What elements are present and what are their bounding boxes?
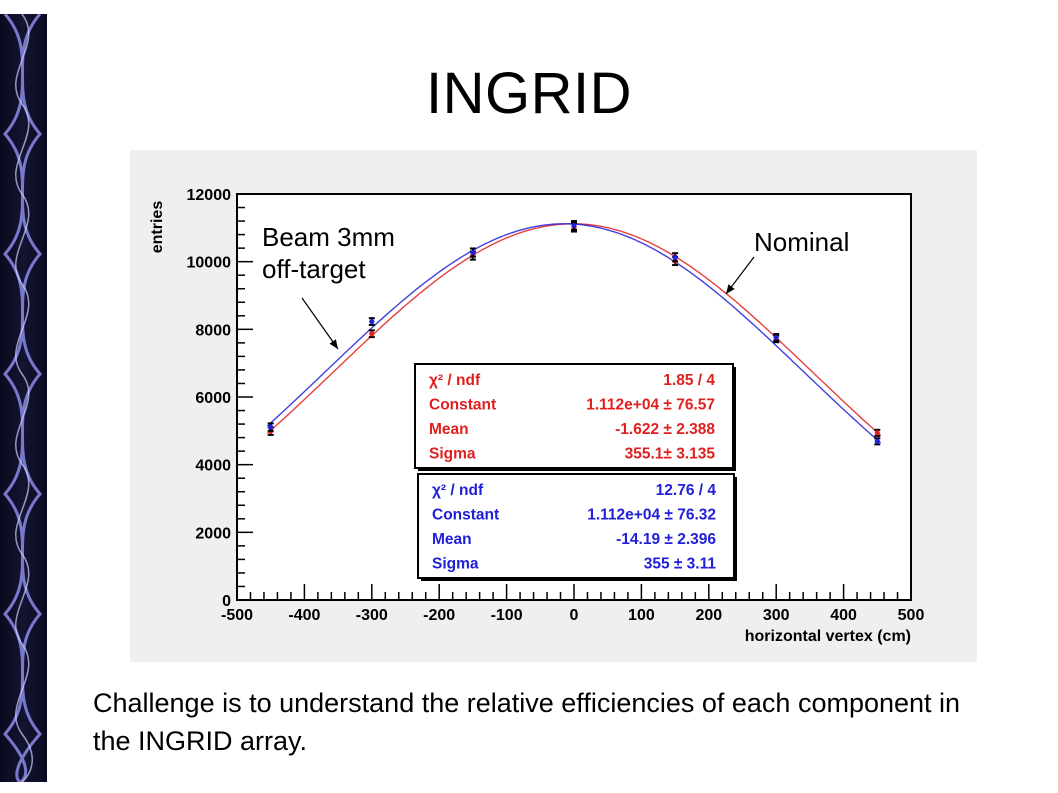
stats-row-label: Mean (429, 421, 469, 438)
chart-panel: 0 2000 4000 6000 8000 10000 12000 -500 -400 -300… (130, 150, 977, 662)
stats-box: χ² / ndf 12.76 / 4 Constant 1.112e+04 ± 76.… (417, 473, 737, 581)
annotation-arrow (329, 339, 338, 349)
decorative-side-strip (0, 14, 47, 782)
stats-row-label: Sigma (429, 446, 476, 463)
stats-row-label: Sigma (432, 556, 479, 573)
data-point (874, 437, 881, 446)
x-tick-label: -300 (356, 607, 388, 624)
x-tick-label: -200 (423, 607, 455, 624)
y-tick-label: 12000 (187, 187, 232, 204)
stats-row-value: 1.112e+04 ± 76.32 (587, 507, 716, 524)
stats-row-label: χ² / ndf (429, 372, 481, 389)
slide-body-text: Challenge is to understand the relative … (93, 688, 961, 756)
y-tick-label: 6000 (195, 390, 231, 407)
stats-row-value: -14.19 ± 2.396 (616, 531, 716, 548)
x-tick-label: 300 (763, 607, 790, 624)
data-point (773, 333, 780, 342)
x-tick-label: 100 (628, 607, 655, 624)
x-tick-label: 200 (695, 607, 722, 624)
stats-row-value: 355.1± 3.135 (625, 446, 716, 463)
stats-row-value: 355 ± 3.11 (644, 556, 717, 573)
data-point (469, 247, 476, 258)
annotation-text: Beam 3mm (262, 222, 395, 252)
x-tick-label: 0 (570, 607, 579, 624)
data-point (874, 428, 881, 437)
annotation-text: off-target (262, 254, 366, 284)
slide-title: INGRID (426, 61, 632, 126)
x-tick-label: 400 (830, 607, 857, 624)
stats-row-label: Constant (429, 397, 496, 414)
stats-row-value: 1.85 / 4 (663, 372, 715, 389)
data-point (267, 422, 274, 432)
stats-row-value: 12.76 / 4 (656, 482, 717, 499)
annotation: Nominal (725, 227, 849, 295)
stats-row-label: χ² / ndf (432, 482, 484, 499)
y-tick-label: 10000 (187, 255, 232, 272)
stats-row-value: -1.622 ± 2.388 (615, 421, 715, 438)
annotation-arrow (726, 284, 735, 294)
stats-row-value: 1.112e+04 ± 76.57 (586, 397, 715, 414)
annotation-text: Nominal (754, 227, 849, 257)
data-point (571, 220, 577, 231)
stats-row-label: Constant (432, 507, 499, 524)
x-tick-label: -500 (221, 607, 253, 624)
y-tick-label: 8000 (195, 322, 231, 339)
data-point (672, 252, 679, 263)
x-tick-label: 500 (898, 607, 925, 624)
y-tick-label: 4000 (195, 458, 231, 475)
data-point (368, 317, 375, 326)
x-tick-label: -100 (491, 607, 523, 624)
stats-row-label: Mean (432, 531, 472, 548)
data-point (368, 329, 375, 339)
y-tick-label: 0 (222, 593, 231, 610)
stats-box: χ² / ndf 1.85 / 4 Constant 1.112e+04 ± 76.5… (414, 363, 736, 471)
y-tick-label: 2000 (195, 525, 231, 542)
x-tick-label: -400 (288, 607, 320, 624)
x-axis-label: horizontal vertex (cm) (745, 628, 911, 645)
y-axis-label: entries (149, 201, 166, 254)
